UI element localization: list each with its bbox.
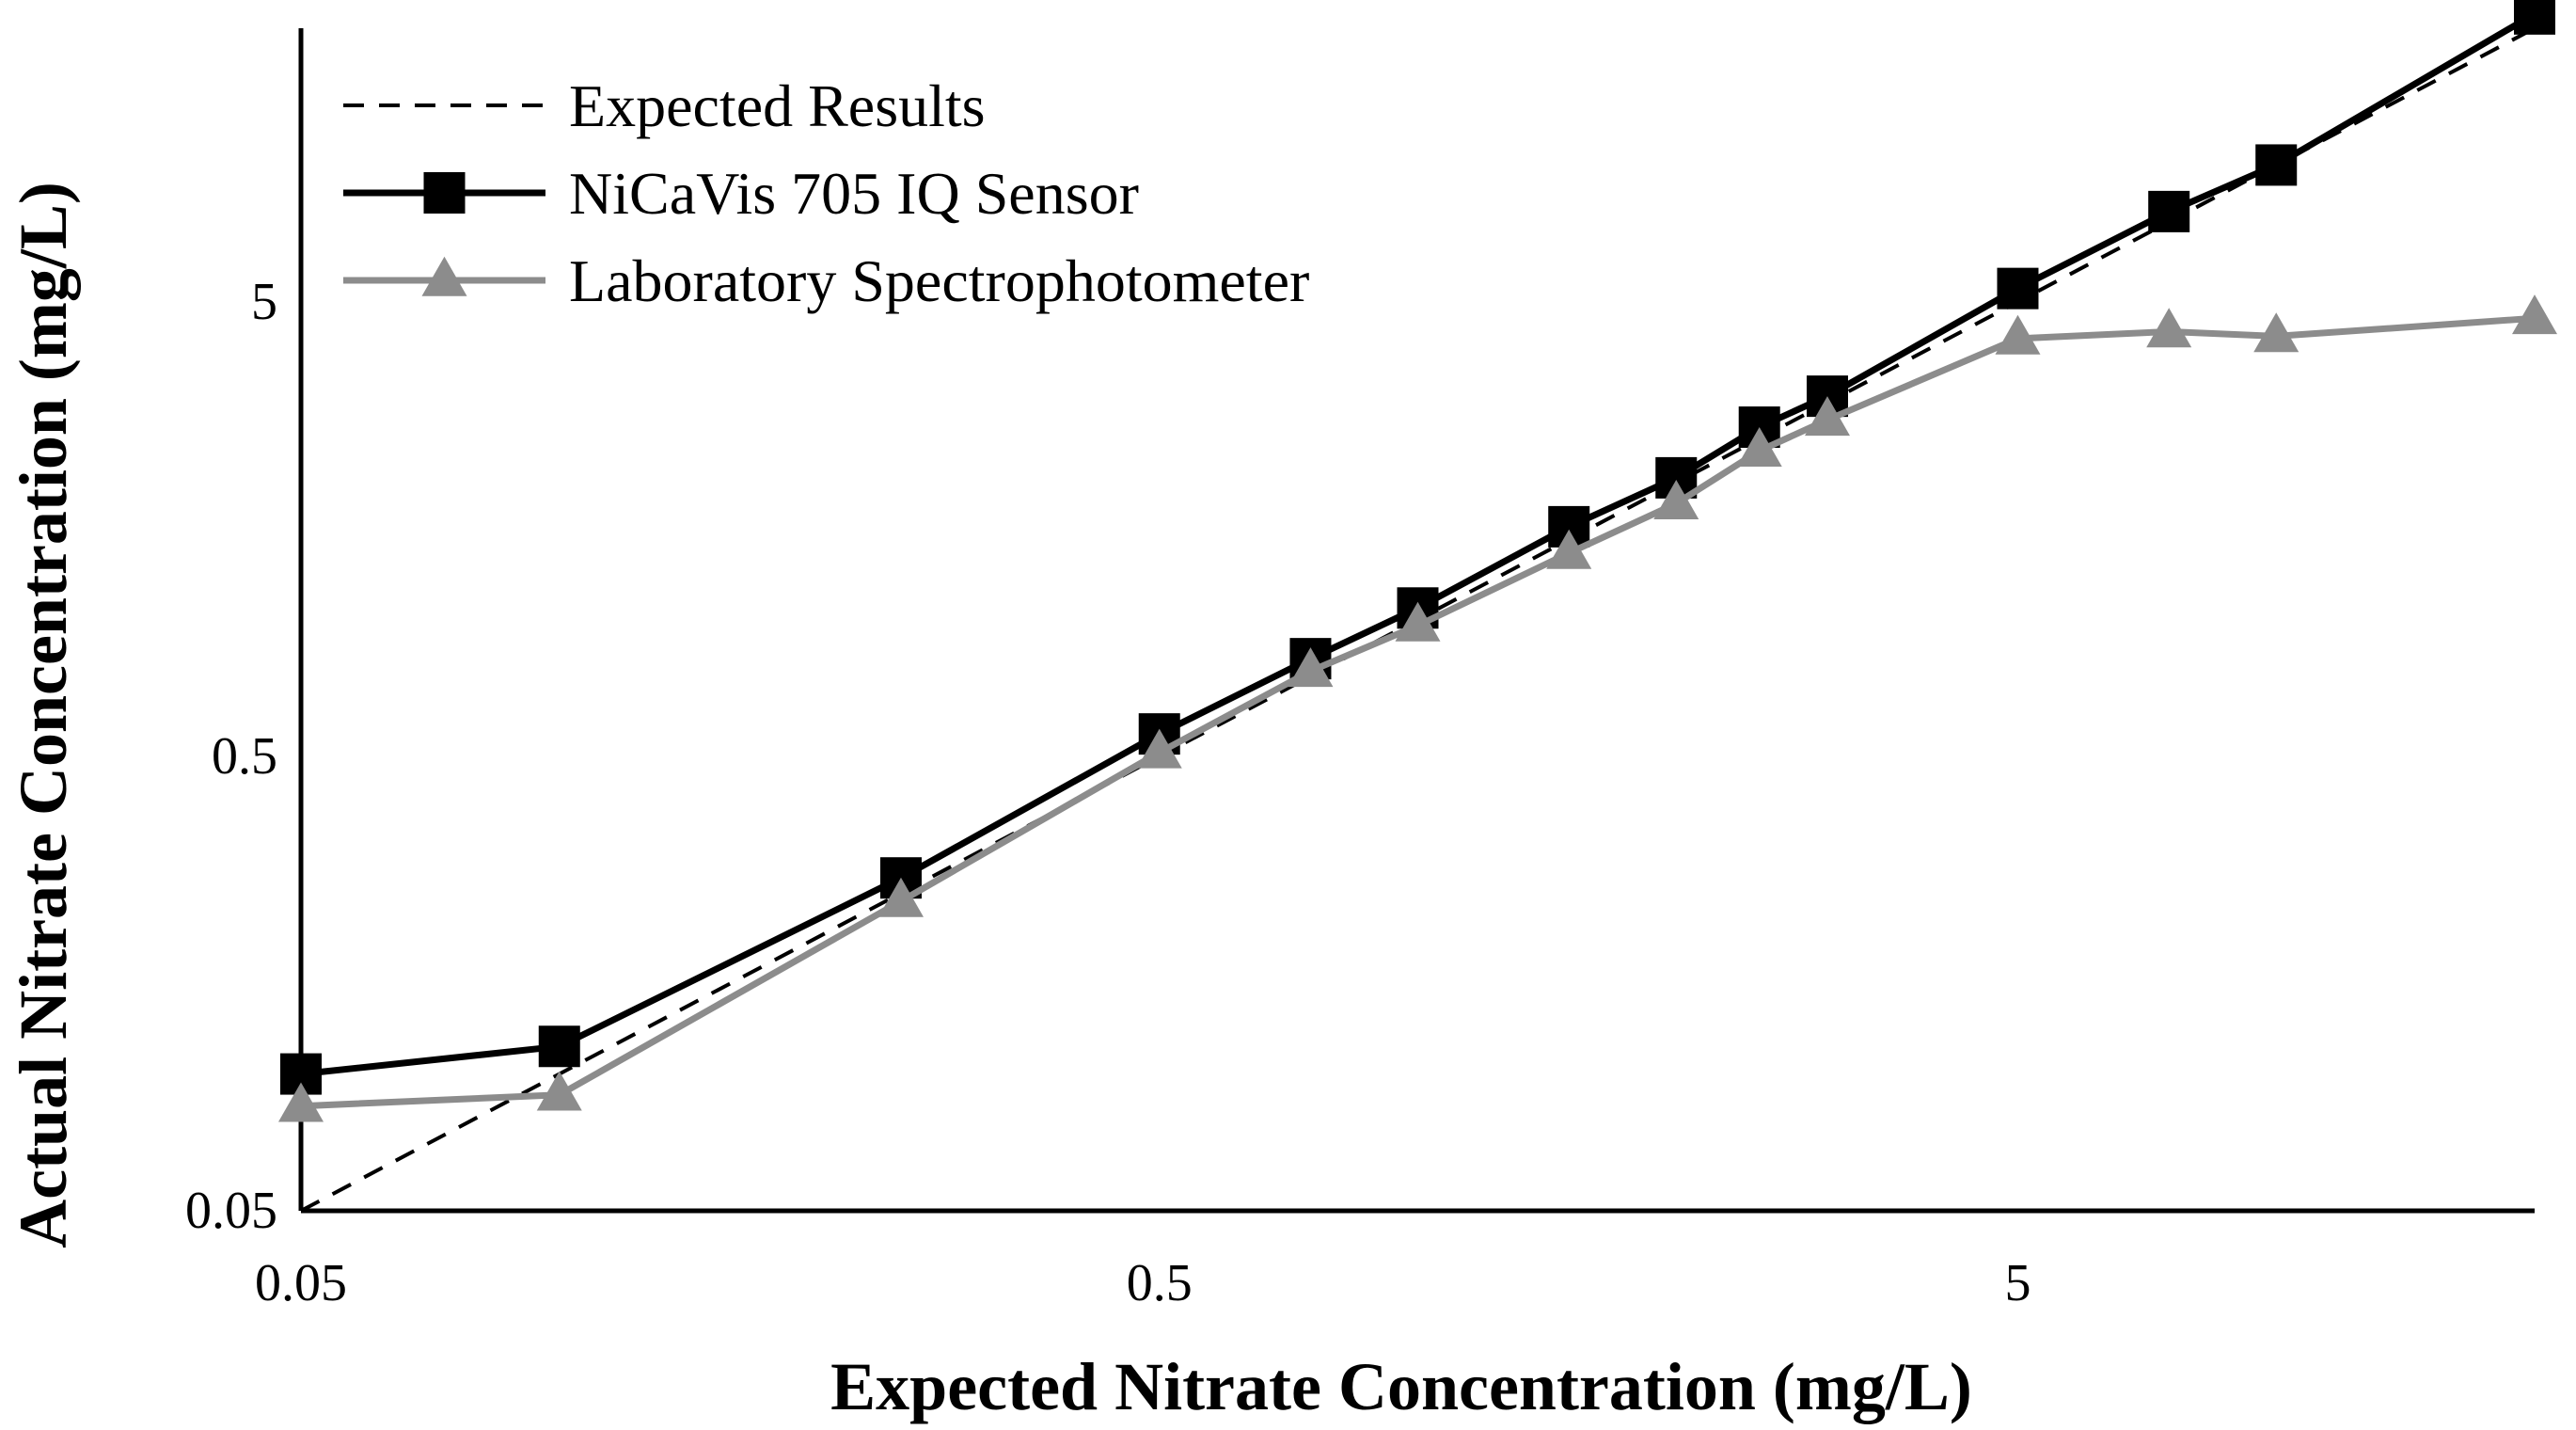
data-point [1804,396,1850,437]
data-point [2514,0,2555,35]
series-2 [278,294,2557,1122]
series-line [300,314,2536,1110]
data-point [278,1082,324,1122]
data-point [2146,308,2192,348]
data-point [1997,267,2039,310]
y-tick-label: 0.5 [212,727,277,786]
legend-marker [423,172,466,214]
legend-entry: Laboratory Spectrophotometer [343,247,1309,314]
data-point [1736,427,1782,468]
legend-marker [421,256,467,296]
legend-entry: NiCaVis 705 IQ Sensor [343,160,1139,227]
legend-label: Laboratory Spectrophotometer [569,247,1309,314]
y-tick-label: 0.05 [185,1182,277,1240]
data-point [536,1071,582,1111]
x-tick-label: 5 [2004,1254,2031,1312]
series-line [300,10,2536,1078]
data-point [1653,479,1699,519]
legend-label: NiCaVis 705 IQ Sensor [569,160,1139,227]
legend-label: Expected Results [569,72,986,139]
legend-entry: Expected Results [343,72,986,139]
data-point [2253,312,2299,353]
x-tick-label: 0.5 [1127,1254,1193,1312]
y-tick-label: 5 [251,273,277,331]
data-point [1546,529,1592,569]
x-axis-title: Expected Nitrate Concentration (mg/L) [830,1349,1972,1424]
data-point [1288,647,1334,688]
data-point [538,1025,580,1068]
data-point [1136,728,1182,769]
data-point [2512,294,2557,335]
data-point [2148,190,2190,232]
y-axis-title: Actual Nitrate Concentration (mg/L) [6,182,81,1248]
data-point [2255,144,2298,186]
data-point [877,877,924,917]
x-tick-label: 0.05 [255,1254,347,1312]
data-point [1995,314,2041,355]
data-point [1395,601,1441,642]
